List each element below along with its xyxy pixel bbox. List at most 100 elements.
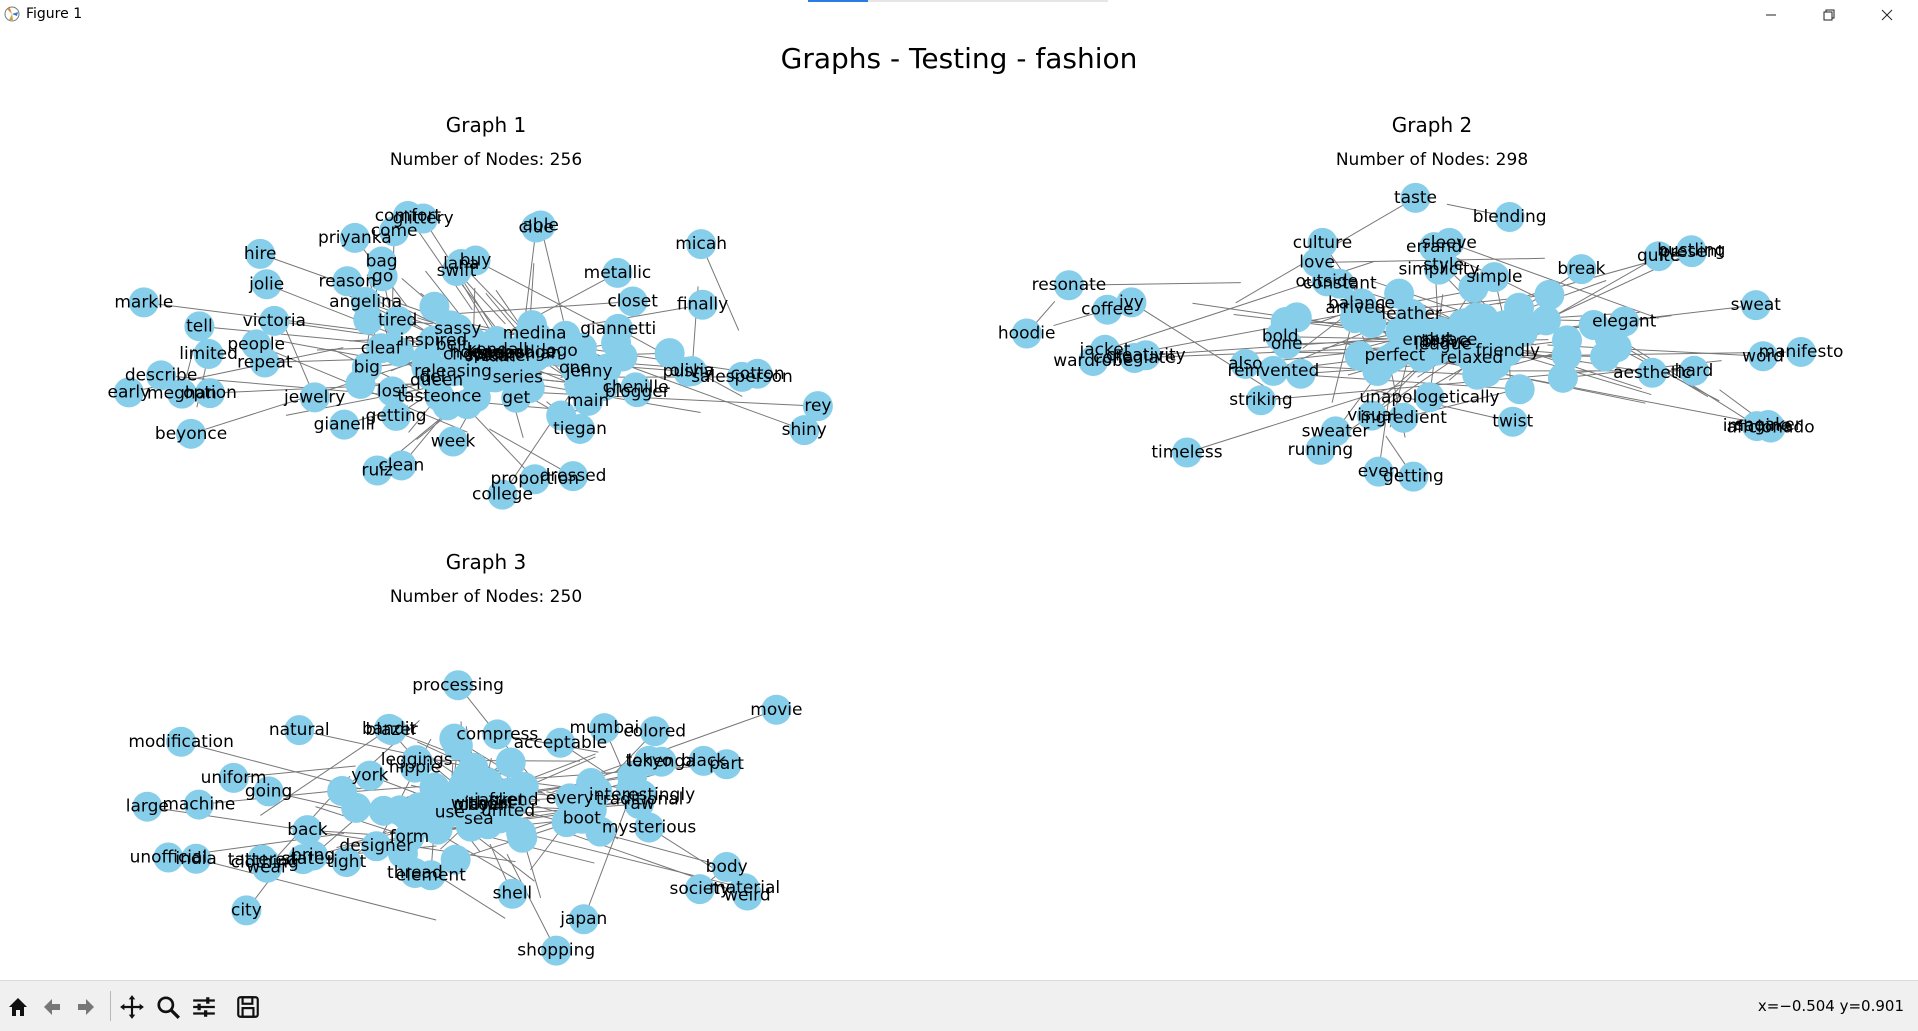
node-label: hire	[244, 244, 277, 264]
graph-node	[1531, 305, 1561, 335]
node-label: compress	[456, 724, 538, 744]
pan-button[interactable]	[118, 993, 146, 1021]
node-label: clean	[379, 455, 425, 475]
node-label: cleaf	[361, 338, 403, 358]
node-label: finally	[677, 295, 728, 315]
node-label: series	[493, 367, 543, 387]
navigation-toolbar: x=−0.504 y=0.901	[0, 980, 1918, 1031]
node-label: beyonce	[155, 424, 227, 444]
node-label: bandit	[362, 719, 416, 739]
node-label: bag	[366, 252, 398, 272]
node-label: get	[502, 388, 530, 408]
node-label: timeless	[1151, 442, 1222, 462]
node-label: tiegan	[553, 419, 607, 439]
node-label: love	[1299, 253, 1335, 273]
node-label: jenner	[467, 343, 522, 363]
node-label: getting	[366, 406, 427, 426]
node-label: also	[1228, 354, 1262, 374]
graph-node	[1505, 374, 1535, 404]
node-label: balance	[1328, 293, 1395, 313]
node-label: blending	[1473, 207, 1547, 227]
node-label: tell	[186, 316, 213, 336]
node-label: processing	[412, 675, 504, 695]
node-label: natural	[269, 720, 330, 740]
node-label: style	[1423, 255, 1464, 275]
node-label: sweater	[1302, 421, 1370, 441]
graph3-network: rawelementformnaturalmachinewearprocessi…	[126, 670, 803, 965]
node-label: clothing	[231, 852, 299, 872]
node-label: metallic	[584, 263, 652, 283]
node-label: leggings	[381, 750, 453, 770]
node-label: japan	[559, 909, 607, 929]
node-label: giannetti	[580, 319, 656, 339]
back-arrow-icon	[40, 995, 64, 1019]
node-label: mysterious	[602, 818, 696, 838]
node-label: collegiate	[1093, 348, 1176, 368]
back-button[interactable]	[38, 993, 66, 1021]
node-label: friendly	[1476, 341, 1541, 361]
save-button[interactable]	[234, 993, 262, 1021]
node-label: victoria	[243, 311, 306, 331]
node-label: constant	[1303, 274, 1377, 294]
node-label: jewelry	[283, 387, 345, 407]
node-label: even	[1358, 462, 1400, 482]
graph-node	[1602, 332, 1632, 362]
node-label: ingredient	[1360, 408, 1447, 428]
node-label: back	[287, 820, 328, 840]
node-label: proportion	[490, 469, 579, 489]
node-label: movie	[750, 700, 802, 720]
zoom-button[interactable]	[154, 993, 182, 1021]
save-icon	[235, 994, 261, 1020]
node-label: resonate	[1032, 275, 1107, 295]
configure-subplots-button[interactable]	[190, 993, 218, 1021]
node-label: going	[245, 781, 292, 801]
graph2-network: sweatgettingbreakbraveboldreinventedeven…	[998, 183, 1844, 492]
node-label: markle	[114, 292, 173, 312]
node-label: shell	[493, 884, 533, 904]
node-label: inspired	[399, 331, 467, 351]
node-label: ivy	[1119, 292, 1144, 312]
node-label: every	[546, 788, 594, 808]
node-label: lost	[377, 381, 408, 401]
node-label: lana	[443, 254, 479, 274]
node-label: machine	[162, 795, 235, 815]
node-label: medina	[503, 324, 567, 344]
node-label: olivia	[669, 361, 714, 381]
node-label: limited	[179, 344, 238, 364]
graph-node	[419, 292, 449, 322]
node-label: city	[231, 900, 262, 920]
node-label: body	[706, 857, 748, 877]
node-label: unapologetically	[1359, 387, 1499, 407]
node-label: one	[1271, 334, 1303, 354]
forward-button[interactable]	[72, 993, 100, 1021]
node-label: break	[1557, 259, 1605, 279]
node-label: manifesto	[1759, 342, 1844, 362]
node-label: shopping	[517, 941, 595, 961]
node-label: boot	[563, 809, 602, 829]
node-label: running	[1288, 440, 1354, 460]
node-label: elegant	[1592, 311, 1657, 331]
graph-node	[506, 818, 536, 848]
node-label: large	[126, 797, 169, 817]
home-button[interactable]	[4, 993, 32, 1021]
node-label: tokyo	[626, 751, 673, 771]
node-label: sweat	[1731, 295, 1782, 315]
node-label: twist	[1492, 412, 1533, 432]
node-label: traditional	[596, 790, 683, 810]
node-label: big	[354, 357, 380, 377]
node-label: shiny	[782, 420, 827, 440]
node-label: chenille	[603, 377, 669, 397]
node-label: able	[522, 215, 558, 235]
node-label: hard	[1675, 361, 1714, 381]
node-label: tired	[378, 311, 417, 331]
node-label: simple	[1466, 267, 1522, 287]
node-label: closet	[607, 291, 658, 311]
node-label: del	[419, 367, 445, 387]
node-label: micah	[675, 234, 727, 254]
node-label: repeat	[237, 353, 293, 373]
node-label: reason	[319, 271, 377, 291]
node-label: bustling	[1657, 240, 1725, 260]
node-label: jolie	[248, 274, 284, 294]
node-label: early	[108, 382, 151, 402]
graph-canvas: finallygettasteoncetiredpeopleoptionhodg…	[0, 0, 1918, 975]
